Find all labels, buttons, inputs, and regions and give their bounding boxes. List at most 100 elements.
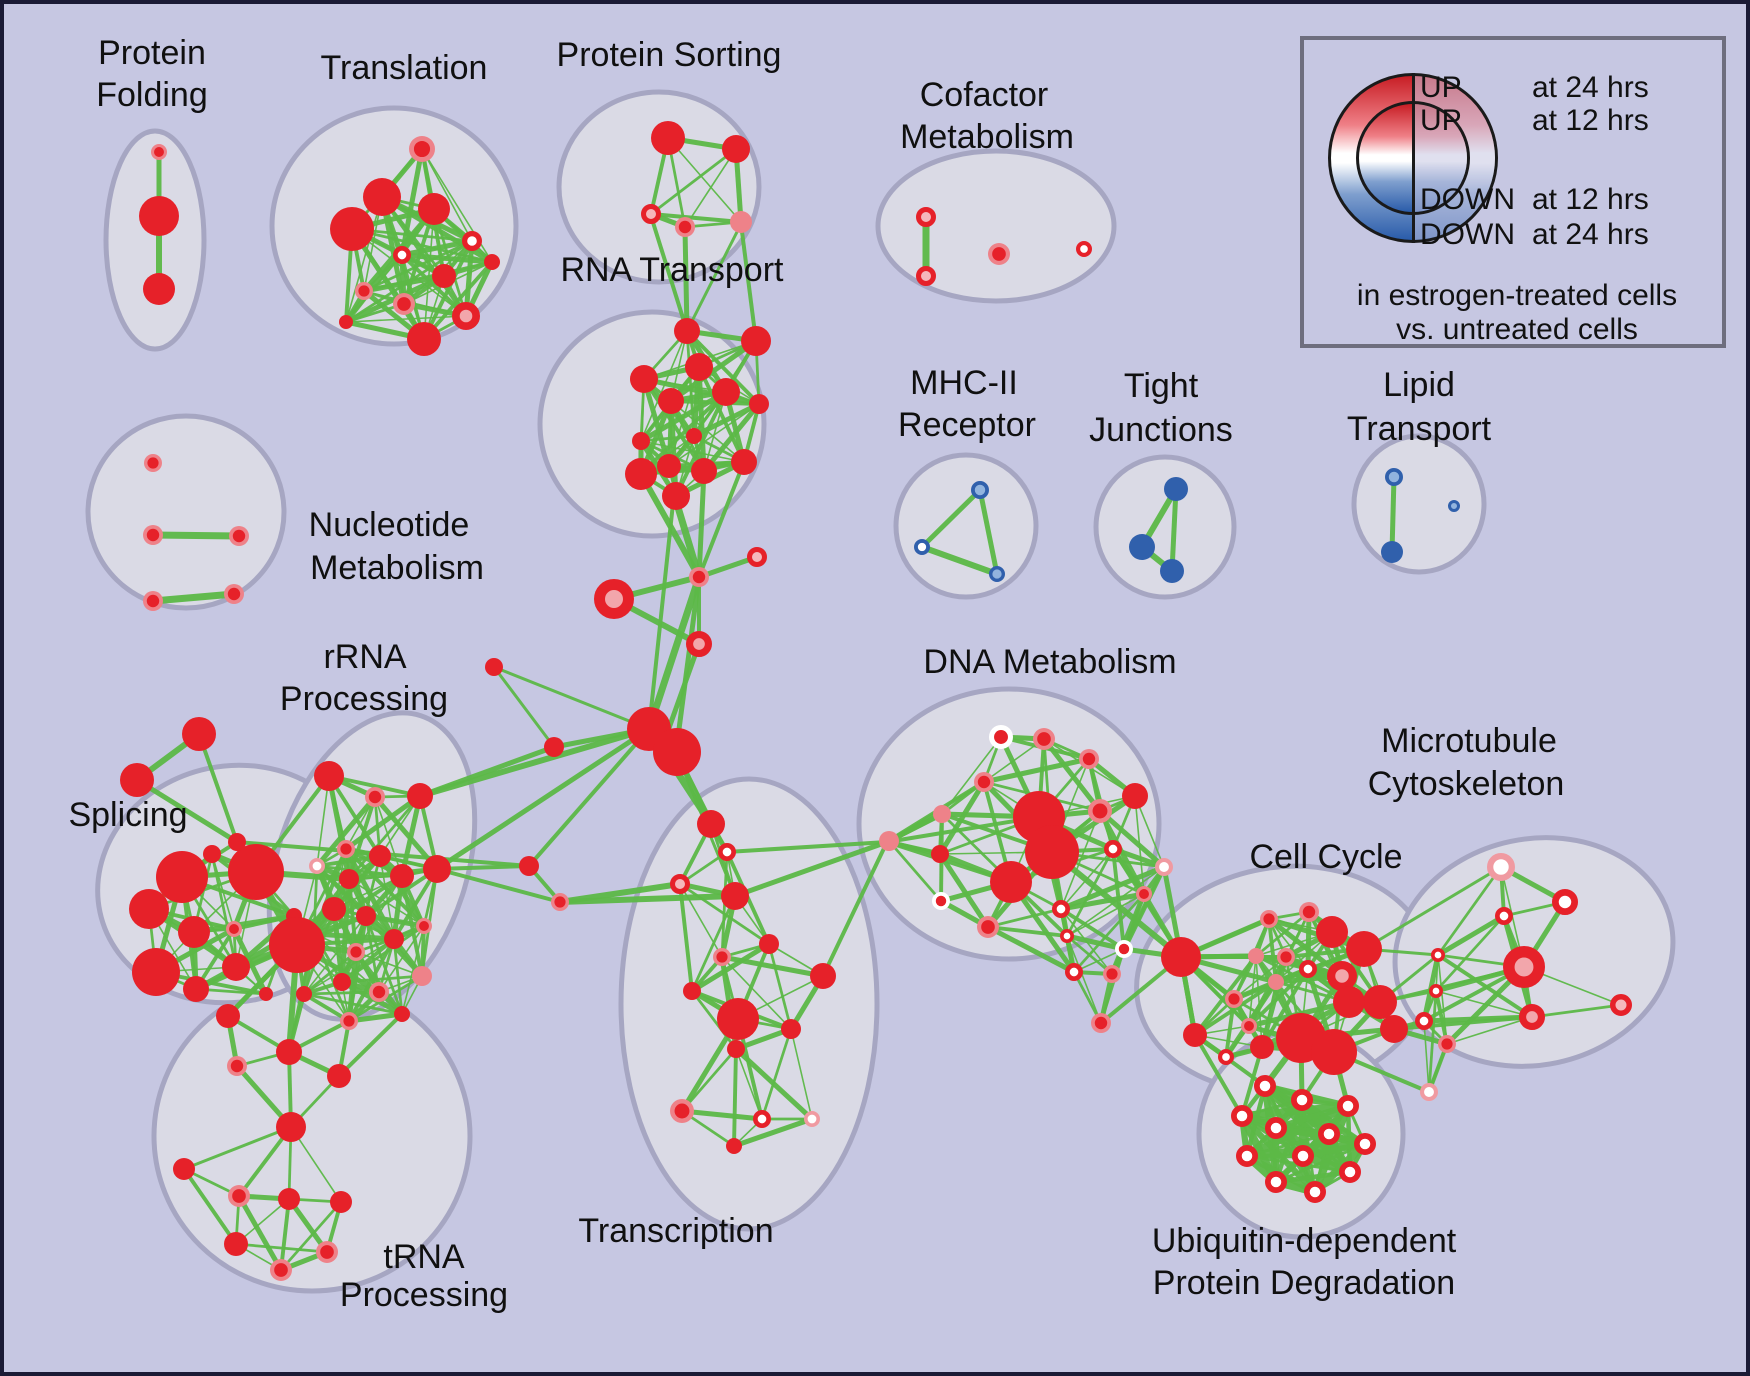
legend-note-line2: vs. untreated cells xyxy=(1396,313,1638,346)
network-edge xyxy=(436,867,561,904)
cluster-tight-junctions-label: Tight xyxy=(1124,367,1199,405)
network-node xyxy=(1441,1038,1453,1050)
cluster-cofactor-metabolism-label: Metabolism xyxy=(900,118,1074,156)
network-edge xyxy=(1389,476,1397,553)
network-edge xyxy=(1241,1102,1349,1120)
cluster-microtubule-cytoskeleton-label: Microtubule xyxy=(1381,722,1557,760)
network-node xyxy=(1217,1048,1234,1065)
network-node xyxy=(327,1064,351,1088)
network-edge xyxy=(315,795,377,868)
network-edge xyxy=(374,796,403,877)
cluster-protein-folding-label: Protein xyxy=(98,34,206,72)
network-node xyxy=(228,844,284,900)
cluster-cofactor-metabolism-ellipse xyxy=(875,148,1117,304)
network-node xyxy=(1064,963,1083,982)
network-edge xyxy=(435,726,651,872)
network-edge xyxy=(645,575,703,731)
network-node xyxy=(913,538,930,555)
network-node xyxy=(759,934,779,954)
network-node xyxy=(232,1189,246,1203)
network-node xyxy=(183,976,209,1002)
legend-down-12-label: DOWN xyxy=(1420,183,1515,216)
network-edge xyxy=(493,665,650,731)
network-node xyxy=(1338,1160,1361,1183)
network-node xyxy=(879,831,899,851)
network-node xyxy=(544,737,564,757)
network-node xyxy=(384,929,404,949)
network-edge xyxy=(1446,1016,1533,1045)
network-edge xyxy=(236,1194,284,1272)
cluster-trna-processing-label: Processing xyxy=(340,1276,508,1314)
network-node xyxy=(1428,984,1443,999)
network-edge xyxy=(790,1028,813,1120)
network-node xyxy=(1094,1016,1108,1030)
network-edge xyxy=(1435,990,1533,1018)
network-node xyxy=(146,528,160,542)
cluster-cofactor-metabolism-label: Cofactor xyxy=(920,76,1049,114)
network-edge xyxy=(279,1198,291,1271)
network-node xyxy=(1381,541,1403,563)
network-node xyxy=(333,973,351,991)
network-node xyxy=(717,998,759,1040)
network-node xyxy=(132,948,180,996)
network-edge xyxy=(726,840,888,854)
network-node xyxy=(630,365,658,393)
network-node xyxy=(314,761,344,791)
network-node xyxy=(227,587,241,601)
network-edge xyxy=(1436,913,1506,958)
network-node xyxy=(1420,1083,1439,1102)
network-edge xyxy=(401,252,493,265)
network-edge xyxy=(1066,933,1125,952)
network-node xyxy=(992,247,1006,261)
network-node xyxy=(1316,916,1348,948)
network-edge xyxy=(303,992,403,1016)
network-edge xyxy=(328,774,421,798)
network-edge xyxy=(401,925,425,1015)
network-node xyxy=(741,326,771,356)
network-edge xyxy=(640,330,688,442)
network-edge xyxy=(702,402,761,473)
network-node xyxy=(1291,1144,1314,1167)
network-node xyxy=(452,302,481,331)
network-edge xyxy=(685,329,761,406)
network-node xyxy=(228,833,246,851)
network-node xyxy=(697,810,725,838)
network-node xyxy=(276,1112,306,1142)
network-node xyxy=(935,895,947,907)
network-node xyxy=(413,140,431,158)
network-node xyxy=(594,579,634,619)
network-edge xyxy=(303,915,367,995)
network-node xyxy=(1353,1132,1376,1155)
network-node xyxy=(224,1232,248,1256)
network-edge xyxy=(668,400,679,497)
legend-note-line1: in estrogen-treated cells xyxy=(1356,279,1678,312)
network-node xyxy=(1118,943,1130,955)
network-node xyxy=(173,1158,195,1180)
network-edge xyxy=(364,867,439,918)
network-edge xyxy=(1248,955,1257,1027)
network-edge xyxy=(684,148,737,228)
network-edge xyxy=(363,260,493,293)
network-edge xyxy=(678,883,694,992)
network-edge xyxy=(303,950,357,996)
network-edge xyxy=(679,882,770,946)
network-node xyxy=(1129,534,1155,560)
network-edge xyxy=(1065,848,1115,937)
network-node xyxy=(392,245,411,264)
network-edge xyxy=(732,1048,738,1147)
network-node xyxy=(330,207,374,251)
network-node xyxy=(229,924,239,934)
network-node xyxy=(1230,1104,1253,1127)
network-node xyxy=(432,264,456,288)
network-edge xyxy=(1098,809,1166,869)
network-edge xyxy=(378,925,425,993)
network-edge xyxy=(698,554,758,580)
network-node xyxy=(721,882,749,910)
network-node xyxy=(692,570,706,584)
network-edge xyxy=(1072,893,1146,973)
network-node xyxy=(203,845,221,863)
network-node xyxy=(350,946,362,958)
network-edge xyxy=(647,493,676,730)
network-edge xyxy=(697,461,746,578)
network-node xyxy=(718,843,737,862)
